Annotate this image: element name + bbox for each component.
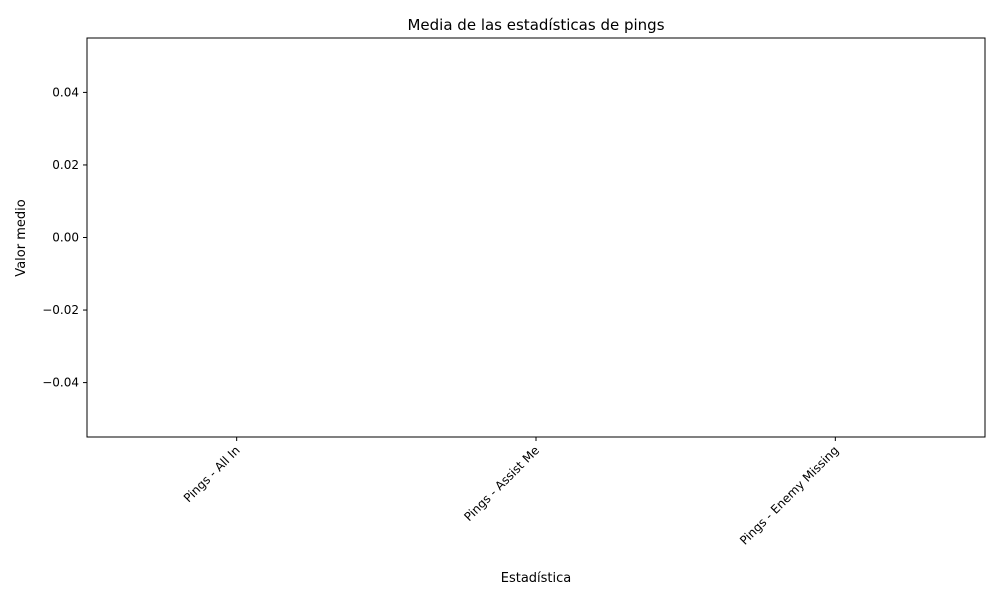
y-tick-label: −0.04 (42, 376, 79, 390)
x-tick-label: Pings - Enemy Missing (737, 443, 841, 547)
y-tick-label: −0.02 (42, 303, 79, 317)
y-tick-label: 0.04 (52, 85, 79, 99)
y-axis-label: Valor medio (14, 199, 29, 276)
x-axis-label: Estadística (501, 571, 572, 586)
chart-title: Media de las estadísticas de pings (407, 16, 664, 34)
y-tick-label: 0.02 (52, 158, 79, 172)
y-axis: −0.04 −0.02 0.00 0.02 0.04 (42, 85, 87, 390)
x-tick-label: Pings - Assist Me (461, 443, 542, 524)
x-axis: Pings - All In Pings - Assist Me Pings - E… (181, 437, 841, 548)
y-tick-label: 0.00 (52, 231, 79, 245)
plot-area (86, 37, 986, 438)
x-tick-label: Pings - All In (181, 443, 243, 505)
